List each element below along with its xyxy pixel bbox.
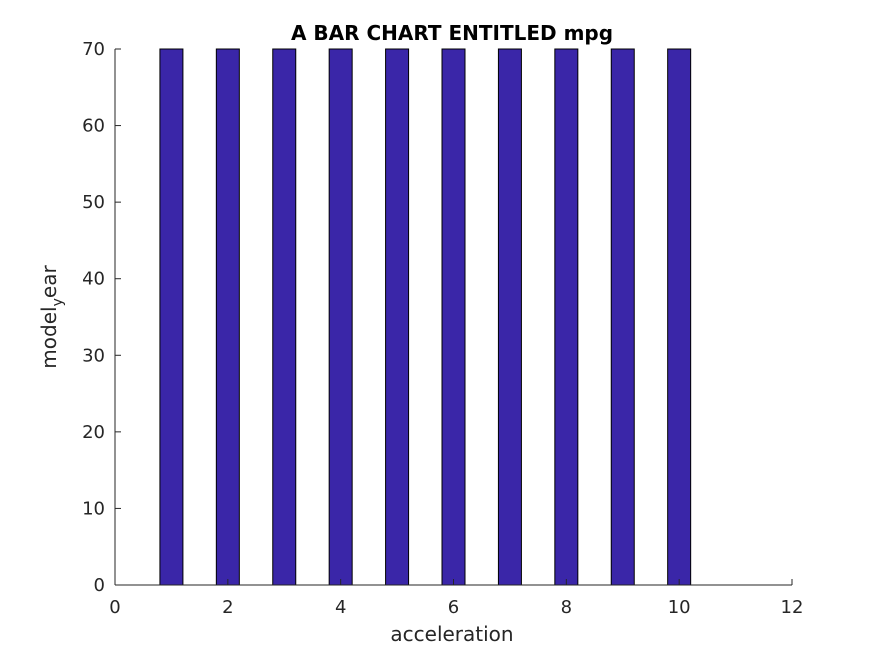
- bar-1: [159, 48, 184, 586]
- x-tick-label: 8: [561, 597, 572, 618]
- x-tick-label: 6: [448, 597, 459, 618]
- bar-7: [497, 48, 522, 586]
- y-tick-label: 70: [82, 39, 105, 60]
- bar-4: [328, 48, 353, 586]
- bar-2: [215, 48, 240, 586]
- y-tick-label: 40: [82, 269, 105, 290]
- bar-5: [385, 48, 410, 586]
- y-tick-label: 20: [82, 422, 105, 443]
- bar-10: [667, 48, 692, 586]
- y-axis-label: modelyear: [37, 265, 66, 369]
- y-axis-label-subscript: y: [50, 298, 66, 306]
- bar-3: [272, 48, 297, 586]
- y-tick-label: 60: [82, 116, 105, 137]
- bar-8: [554, 48, 579, 586]
- y-tick-label: 50: [82, 192, 105, 213]
- chart-title: A BAR CHART ENTITLED mpg: [291, 21, 613, 45]
- x-tick-label: 2: [222, 597, 233, 618]
- y-ticks-layer: 0 10 20 30 40 50 60 70: [82, 39, 121, 596]
- x-tick-label: 12: [781, 597, 804, 618]
- bars-layer: [159, 48, 692, 586]
- y-tick-label: 10: [82, 498, 105, 519]
- y-axis-label-main: model: [37, 306, 61, 368]
- x-tick-label: 10: [668, 597, 691, 618]
- x-ticks-layer: 0 2 4 6 8 10 12: [109, 579, 803, 618]
- x-tick-label: 4: [335, 597, 346, 618]
- bar-6: [441, 48, 466, 586]
- y-axis-label-rest: ear: [37, 265, 61, 299]
- bar-9: [610, 48, 635, 586]
- y-tick-label: 0: [94, 575, 105, 596]
- x-axis-label: acceleration: [390, 622, 513, 646]
- x-tick-label: 0: [109, 597, 120, 618]
- y-tick-label: 30: [82, 345, 105, 366]
